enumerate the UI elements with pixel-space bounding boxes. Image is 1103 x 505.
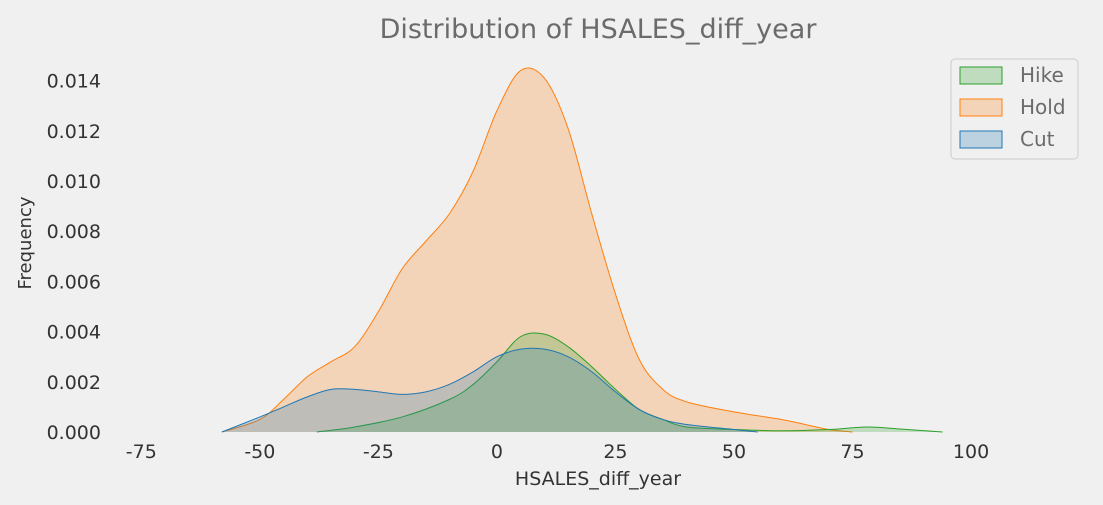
line-cut: [221, 347, 758, 433]
legend-swatch-hike: [959, 66, 1003, 85]
y-tick-label: 0.006: [47, 271, 101, 293]
y-tick-label: 0.002: [47, 372, 101, 394]
line-hold: [221, 67, 853, 433]
chart-title: Distribution of HSALES_diff_year: [380, 14, 818, 45]
y-axis-label: Frequency: [15, 196, 36, 289]
area-hike: [316, 332, 943, 432]
x-tick-label: 75: [840, 441, 864, 463]
x-tick-label: 100: [953, 441, 989, 463]
y-tick-label: 0.000: [47, 422, 101, 444]
legend: Hike Hold Cut: [950, 58, 1079, 160]
area-cut: [221, 348, 758, 432]
x-tick-label: 25: [603, 441, 627, 463]
area-hold: [221, 67, 853, 432]
legend-label-hold: Hold: [1020, 95, 1066, 119]
legend-label-hike: Hike: [1020, 63, 1064, 87]
y-tick-label: 0.004: [47, 322, 101, 344]
y-tick-label: 0.008: [47, 221, 101, 243]
y-tick-label: 0.010: [47, 171, 101, 193]
x-axis-label: HSALES_diff_year: [515, 468, 681, 490]
legend-label-cut: Cut: [1020, 127, 1055, 151]
x-tick-label: 50: [722, 441, 746, 463]
legend-swatch-cut: [959, 130, 1003, 149]
line-hike: [316, 332, 943, 433]
x-tick-label: -50: [244, 441, 275, 463]
x-tick-label: 0: [491, 441, 503, 463]
y-tick-label: 0.014: [47, 71, 101, 93]
y-tick-label: 0.012: [47, 121, 101, 143]
legend-swatch-hold: [959, 98, 1003, 117]
x-tick-label: -25: [363, 441, 394, 463]
x-tick-label: -75: [126, 441, 157, 463]
